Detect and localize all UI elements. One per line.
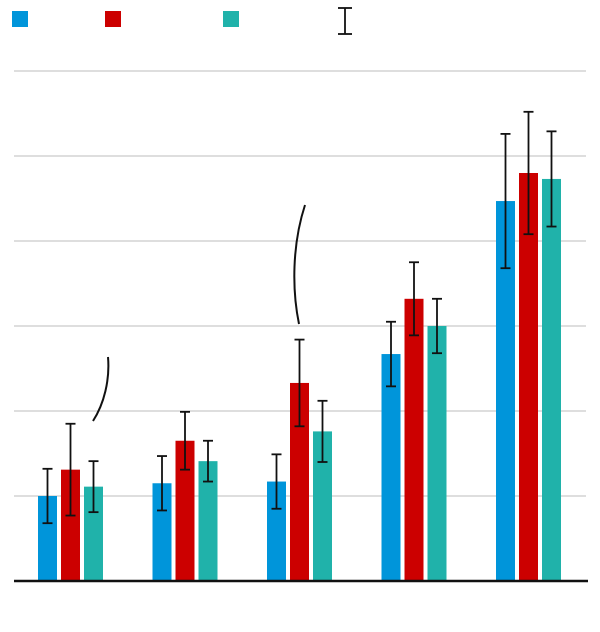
error-bar-series-2-group-1	[65, 422, 76, 517]
annotation-curve-group-3	[293, 204, 306, 325]
error-bar-series-1-group-1	[42, 467, 53, 525]
bar-series-2-group-3	[290, 382, 309, 581]
error-bar-series-2-group-4	[409, 261, 419, 337]
legend	[12, 7, 352, 35]
legend-swatch-series-2	[105, 11, 121, 27]
error-bar-series-3-group-2	[203, 439, 213, 483]
bar-series-3-group-1	[84, 486, 103, 581]
error-bar-series-1-group-5	[500, 132, 511, 270]
bar-series-2-group-5	[519, 173, 538, 581]
annotations	[92, 204, 306, 422]
bar-series-1-group-2	[152, 483, 172, 581]
bars	[38, 173, 561, 582]
legend-error-bar-symbol	[338, 7, 352, 35]
bar-series-3-group-3	[313, 431, 332, 581]
bar-series-2-group-4	[404, 298, 424, 581]
bar-series-3-group-2	[198, 461, 218, 581]
bar-series-1-group-3	[267, 481, 286, 581]
error-bar-series-1-group-2	[157, 455, 167, 512]
bar-series-1-group-5	[496, 201, 515, 582]
bar-series-2-group-2	[175, 440, 195, 581]
error-bar-series-3-group-1	[88, 460, 99, 514]
error-bar-series-2-group-5	[523, 110, 534, 236]
error-bar-series-3-group-4	[432, 297, 442, 355]
error-bar-series-1-group-4	[386, 320, 396, 388]
bar-series-1-group-4	[381, 354, 401, 581]
bar-series-2-group-1	[61, 469, 80, 581]
error-bar-series-2-group-3	[294, 338, 305, 428]
bar-series-3-group-4	[427, 326, 447, 581]
error-bar-series-1-group-3	[271, 453, 282, 510]
error-bar-series-3-group-3	[317, 399, 328, 463]
legend-swatch-series-1	[12, 11, 28, 27]
bar-series-3-group-5	[542, 178, 561, 581]
error-bars	[42, 110, 557, 525]
error-bar-series-3-group-5	[546, 130, 557, 228]
error-bar-series-2-group-2	[180, 410, 190, 471]
legend-swatch-series-3	[223, 11, 239, 27]
annotation-curve-group-1	[92, 356, 110, 422]
bar-series-1-group-1	[38, 496, 57, 581]
